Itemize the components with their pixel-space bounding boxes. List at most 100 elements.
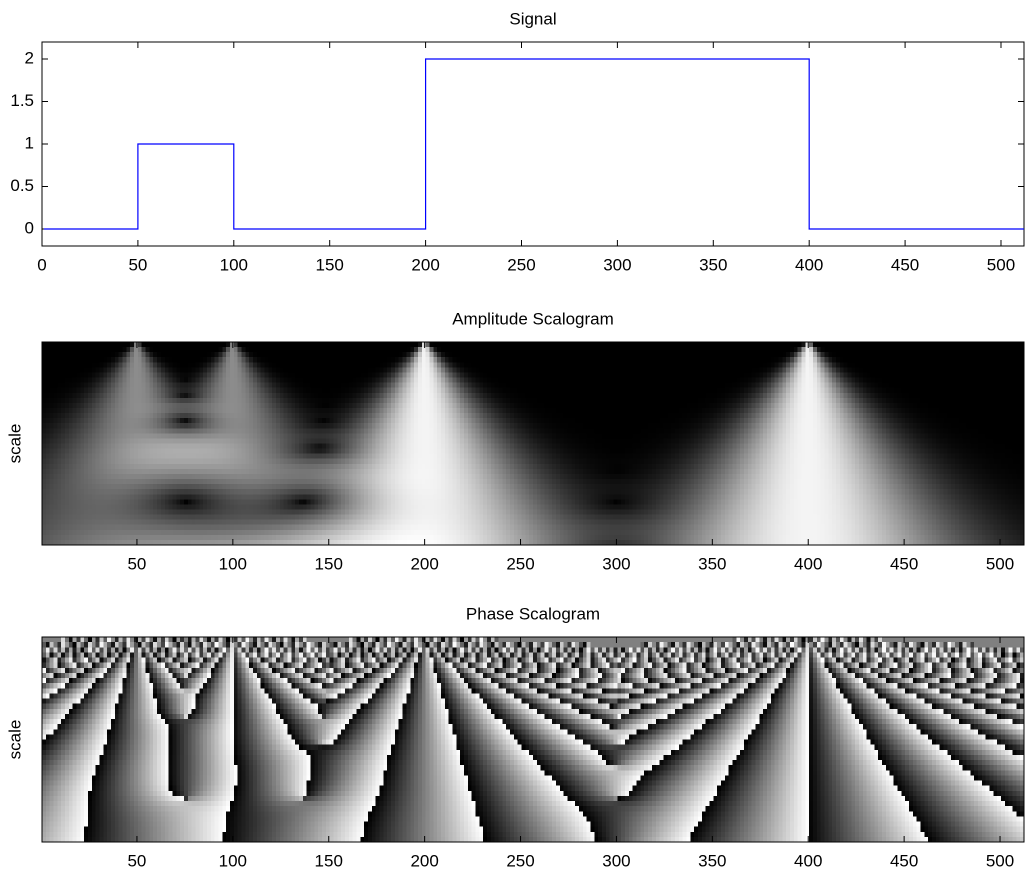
- scalogram-cell: [345, 418, 349, 424]
- scalogram-cell: [330, 413, 334, 419]
- scalogram-cell: [268, 388, 272, 394]
- scalogram-cell: [660, 372, 664, 378]
- scalogram-cell: [345, 438, 349, 444]
- scalogram-cell: [230, 372, 234, 378]
- scalogram-cell: [249, 428, 253, 434]
- scalogram-cell: [905, 362, 909, 368]
- scalogram-cell: [295, 428, 299, 434]
- scalogram-cell: [146, 428, 150, 434]
- scalogram-cell: [736, 413, 740, 419]
- scalogram-cell: [387, 342, 391, 348]
- scalogram-cell: [341, 418, 345, 424]
- scalogram-cell: [897, 378, 901, 384]
- scalogram-cell: [894, 362, 898, 368]
- scalogram-cell: [153, 372, 157, 378]
- scalogram-cell: [706, 388, 710, 394]
- scalogram-cell: [924, 352, 928, 358]
- scalogram-cell: [464, 378, 468, 384]
- scalogram-cell: [901, 352, 905, 358]
- scalogram-cell: [410, 362, 414, 368]
- scalogram-cell: [621, 362, 625, 368]
- scalogram-cell: [963, 367, 967, 373]
- scalogram-cell: [510, 362, 514, 368]
- scalogram-cell: [890, 433, 894, 439]
- scalogram-cell: [472, 352, 476, 358]
- scalogram-cell: [713, 372, 717, 378]
- scalogram-cell: [264, 393, 268, 399]
- scalogram-cell: [821, 372, 825, 378]
- scalogram-cell: [180, 418, 184, 424]
- scalogram-cell: [468, 408, 472, 414]
- scalogram-cell: [399, 383, 403, 389]
- scalogram-cell: [376, 378, 380, 384]
- scalogram-cell: [238, 378, 242, 384]
- scalogram-cell: [172, 413, 176, 419]
- scalogram-cell: [771, 408, 775, 414]
- scalogram-cell: [671, 418, 675, 424]
- scalogram-cell: [245, 403, 249, 409]
- scalogram-cell: [161, 352, 165, 358]
- scalogram-cell: [341, 423, 345, 429]
- scalogram-cell: [268, 413, 272, 419]
- scalogram-cell: [606, 398, 610, 404]
- scalogram-cell: [192, 423, 196, 429]
- scalogram-cell: [441, 388, 445, 394]
- scalogram-cell: [195, 347, 199, 353]
- scalogram-cell: [725, 362, 729, 368]
- scalogram-cell: [406, 367, 410, 373]
- scalogram-cell: [943, 383, 947, 389]
- scalogram-cell: [475, 393, 479, 399]
- scalogram-cell: [805, 423, 809, 429]
- scalogram-cell: [560, 378, 564, 384]
- scalogram-cell: [303, 418, 307, 424]
- scalogram-cell: [621, 383, 625, 389]
- scalogram-cell: [360, 367, 364, 373]
- scalogram-cell: [410, 342, 414, 348]
- scalogram-cell: [234, 413, 238, 419]
- scalogram-cell: [441, 367, 445, 373]
- scalogram-cell: [487, 378, 491, 384]
- scalogram-cell: [717, 347, 721, 353]
- scalogram-cell: [54, 342, 58, 348]
- scalogram-cell: [848, 413, 852, 419]
- scalogram-cell: [840, 352, 844, 358]
- scalogram-cell: [345, 398, 349, 404]
- scalogram-cell: [671, 357, 675, 363]
- scalogram-cell: [61, 393, 65, 399]
- scalogram-cell: [974, 367, 978, 373]
- scalogram-cell: [851, 367, 855, 373]
- scalogram-cell: [222, 383, 226, 389]
- scalogram-cell: [982, 372, 986, 378]
- scalogram-cell: [318, 362, 322, 368]
- scalogram-cell: [740, 413, 744, 419]
- scalogram-cell: [218, 438, 222, 444]
- scalogram-cell: [199, 378, 203, 384]
- scalogram-cell: [383, 418, 387, 424]
- scalogram-cell: [268, 438, 272, 444]
- scalogram-cell: [732, 383, 736, 389]
- scalogram-cell: [610, 388, 614, 394]
- scalogram-cell: [832, 393, 836, 399]
- scalogram-cell: [291, 362, 295, 368]
- scalogram-cell: [142, 342, 146, 348]
- scalogram-cell: [633, 423, 637, 429]
- scalogram-cell: [241, 372, 245, 378]
- scalogram-cell: [284, 403, 288, 409]
- scalogram-cell: [383, 403, 387, 409]
- scalogram-cell: [376, 403, 380, 409]
- scalogram-cell: [399, 342, 403, 348]
- scalogram-cell: [46, 378, 50, 384]
- scalogram-cell: [169, 413, 173, 419]
- scalogram-cell: [326, 347, 330, 353]
- scalogram-cell: [295, 378, 299, 384]
- scalogram-cell: [748, 413, 752, 419]
- scalogram-cell: [874, 413, 878, 419]
- scalogram-cell: [997, 418, 1001, 424]
- scalogram-cell: [311, 423, 315, 429]
- scalogram-cell: [683, 413, 687, 419]
- scalogram-cell: [272, 428, 276, 434]
- scalogram-cell: [157, 383, 161, 389]
- scalogram-cell: [859, 367, 863, 373]
- scalogram-cell: [441, 418, 445, 424]
- scalogram-cell: [798, 347, 802, 353]
